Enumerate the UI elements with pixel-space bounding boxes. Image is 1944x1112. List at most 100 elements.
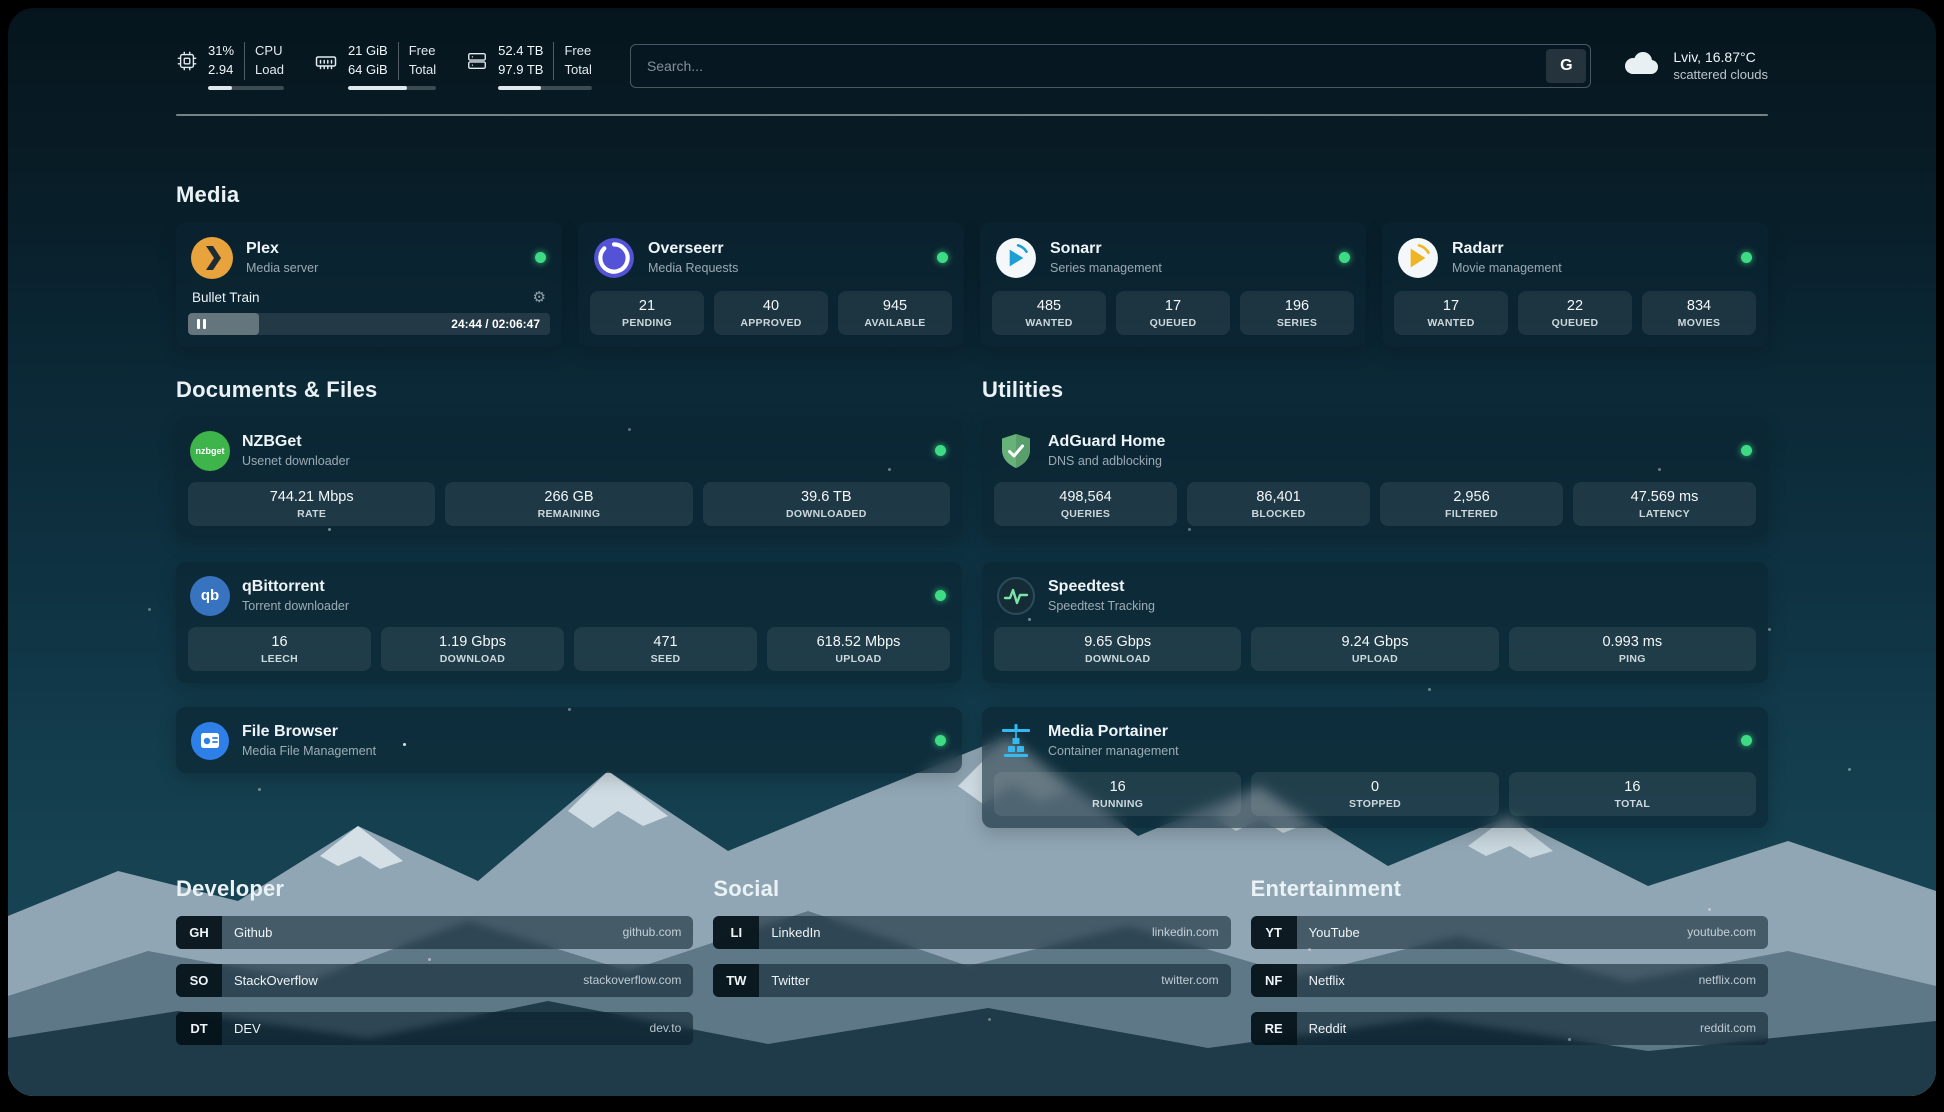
disk-free: 52.4 TB — [498, 43, 544, 58]
disk-free-label: Free — [564, 43, 592, 58]
search-engine-button[interactable]: G — [1546, 48, 1587, 83]
playback-progress-bar: 24:44 / 02:06:47 — [188, 312, 550, 335]
stat-stopped: 0 STOPPED — [1251, 771, 1499, 816]
app-subtitle: Media server — [246, 261, 319, 276]
header-divider — [176, 113, 1768, 116]
dashboard-content: 31% 2.94 CPU Load — [8, 8, 1936, 1045]
bookmark-name: YouTube — [1308, 924, 1360, 940]
bookmark-url: youtube.com — [1687, 925, 1756, 940]
disk-bar — [498, 85, 592, 90]
section-title-documents: Documents & Files — [176, 376, 378, 402]
section-developer: Developer GH Github github.com SO StackO… — [176, 875, 694, 1045]
bookmark-linkedin[interactable]: LI LinkedIn linkedin.com — [713, 915, 1231, 949]
app-card-portainer[interactable]: Media Portainer Container management 16 … — [982, 706, 1768, 828]
cpu-icon — [176, 42, 198, 77]
app-name: Radarr — [1452, 240, 1504, 258]
ram-total-label: Total — [408, 61, 437, 77]
weather-widget: Lviv, 16.87°C scattered clouds — [1619, 48, 1768, 83]
bookmark-url: stackoverflow.com — [583, 973, 682, 988]
now-playing-title: Bullet Train — [192, 289, 260, 305]
stat-wanted: 17 WANTED — [1394, 290, 1508, 335]
cpu-label: CPU — [255, 43, 283, 58]
bookmark-netflix[interactable]: NF Netflix netflix.com — [1250, 963, 1768, 997]
stat-available: 945 AVAILABLE — [838, 290, 952, 335]
stat-upload: 9.24 Gbps UPLOAD — [1251, 626, 1499, 671]
bookmark-url: netflix.com — [1698, 973, 1756, 988]
status-dot — [1339, 252, 1350, 264]
bookmark-youtube[interactable]: YT YouTube youtube.com — [1250, 915, 1768, 949]
app-card-sonarr[interactable]: Sonarr Series management 485 WANTED 17 Q… — [980, 221, 1366, 347]
search-input[interactable] — [629, 43, 1592, 88]
adguard-icon — [996, 431, 1036, 471]
sonarr-icon — [994, 236, 1038, 280]
speedtest-icon — [996, 576, 1036, 616]
cpu-load: 2.94 — [208, 61, 234, 77]
app-card-nzbget[interactable]: nzbget NZBGet Usenet downloader 744.21 M… — [176, 416, 962, 538]
weather-condition: scattered clouds — [1673, 67, 1768, 83]
bookmark-abbr: RE — [1250, 1011, 1297, 1045]
section-media: Media Plex Media server — [176, 182, 1768, 347]
ram-bar — [347, 85, 437, 90]
stat-queued: 22 QUEUED — [1518, 290, 1632, 335]
bookmark-name: LinkedIn — [771, 924, 821, 940]
section-social: Social LI LinkedIn linkedin.com TW Twitt… — [713, 875, 1231, 1045]
nzbget-icon: nzbget — [190, 430, 230, 471]
bookmark-name: DEV — [234, 1020, 261, 1036]
app-name: Overseerr — [648, 240, 724, 258]
stat-seed: 471 SEED — [574, 626, 757, 671]
stat-rate: 744.21 Mbps RATE — [188, 481, 436, 526]
gear-icon[interactable]: ⚙ — [532, 288, 546, 306]
stat-download: 9.65 Gbps DOWNLOAD — [994, 626, 1242, 671]
status-dot — [937, 252, 948, 264]
bookmark-stackoverflow[interactable]: SO StackOverflow stackoverflow.com — [176, 963, 694, 997]
top-bar: 31% 2.94 CPU Load — [176, 8, 1768, 90]
app-card-plex[interactable]: Plex Media server Bullet Train ⚙ 24:44 /… — [176, 221, 562, 347]
stat-upload: 618.52 Mbps UPLOAD — [767, 626, 950, 671]
section-title-social: Social — [713, 875, 780, 901]
bookmark-reddit[interactable]: RE Reddit reddit.com — [1250, 1011, 1768, 1045]
section-title-entertainment: Entertainment — [1250, 875, 1402, 901]
status-dot — [1741, 735, 1752, 747]
status-dot — [535, 252, 546, 264]
stat-ping: 0.993 ms PING — [1508, 626, 1756, 671]
bookmark-twitter[interactable]: TW Twitter twitter.com — [713, 963, 1231, 997]
bookmark-abbr: GH — [176, 915, 222, 949]
app-subtitle: Container management — [1048, 744, 1179, 759]
bookmark-dev[interactable]: DT DEV dev.to — [176, 1011, 694, 1045]
stat-pending: 21 PENDING — [590, 290, 704, 335]
bookmark-github[interactable]: GH Github github.com — [176, 915, 694, 949]
cloud-icon — [1619, 48, 1661, 83]
section-title-developer: Developer — [176, 875, 285, 901]
section-entertainment: Entertainment YT YouTube youtube.com NF … — [1250, 875, 1768, 1045]
portainer-icon — [996, 721, 1036, 761]
ram-free-label: Free — [408, 43, 436, 58]
app-card-overseerr[interactable]: Overseerr Media Requests 21 PENDING 40 A… — [578, 221, 964, 347]
bookmark-name: Github — [234, 924, 273, 940]
stat-movies: 834 MOVIES — [1642, 290, 1756, 335]
dashboard-page: 31% 2.94 CPU Load — [8, 8, 1936, 1096]
app-card-qbittorrent[interactable]: qb qBittorrent Torrent downloader 16 LEE… — [176, 561, 962, 683]
section-utilities: Utilities — [982, 377, 1768, 828]
bookmark-name: Reddit — [1308, 1020, 1347, 1036]
overseerr-icon — [592, 236, 636, 280]
stat-total: 16 TOTAL — [1508, 771, 1756, 816]
app-subtitle: Media File Management — [242, 744, 377, 759]
ram-widget: 21 GiB 64 GiB Free Total — [314, 42, 437, 90]
app-name: Plex — [246, 240, 279, 258]
app-card-radarr[interactable]: Radarr Movie management 17 WANTED 22 QUE… — [1382, 221, 1768, 347]
search-bar: G — [629, 43, 1592, 88]
bookmark-abbr: SO — [176, 963, 222, 997]
stat-running: 16 RUNNING — [994, 771, 1242, 816]
bookmark-name: StackOverflow — [234, 972, 318, 988]
stat-queued: 17 QUEUED — [1116, 290, 1230, 335]
filebrowser-icon — [190, 721, 230, 761]
app-name: qBittorrent — [242, 578, 325, 596]
app-card-speedtest[interactable]: Speedtest Speedtest Tracking 9.65 Gbps D… — [982, 561, 1768, 683]
app-card-adguard[interactable]: AdGuard Home DNS and adblocking 498,564 … — [982, 416, 1768, 538]
app-card-filebrowser[interactable]: File Browser Media File Management — [176, 706, 962, 773]
app-name: NZBGet — [242, 433, 302, 451]
status-dot — [1741, 445, 1752, 457]
ram-free: 21 GiB — [347, 43, 388, 58]
radarr-icon — [1396, 236, 1440, 280]
bookmark-url: reddit.com — [1699, 1021, 1756, 1036]
